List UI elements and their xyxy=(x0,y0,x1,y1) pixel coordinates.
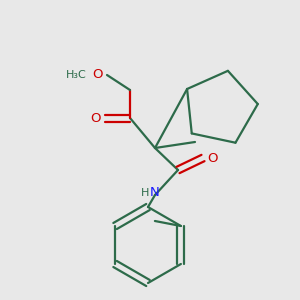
Text: N: N xyxy=(150,187,160,200)
Text: H: H xyxy=(141,188,149,198)
Text: O: O xyxy=(207,152,217,164)
Text: O: O xyxy=(92,68,103,82)
Text: H₃C: H₃C xyxy=(66,70,87,80)
Text: O: O xyxy=(91,112,101,124)
